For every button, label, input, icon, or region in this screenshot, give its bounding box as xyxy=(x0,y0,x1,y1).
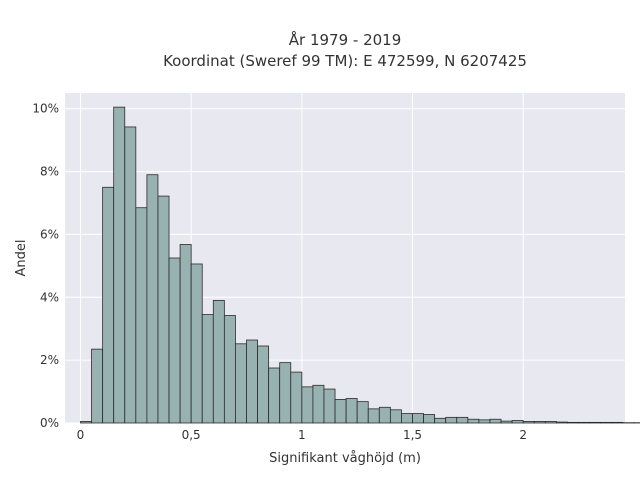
histogram-bar xyxy=(179,244,192,424)
histogram-bar xyxy=(124,126,137,424)
histogram-bar xyxy=(511,420,524,424)
chart-title-line-2: Koordinat (Sweref 99 TM): E 472599, N 62… xyxy=(163,52,527,70)
histogram-bar xyxy=(135,207,148,424)
x-tick-label: 0,5 xyxy=(182,428,201,442)
histogram-bar xyxy=(456,416,469,424)
y-tick-label: 0% xyxy=(40,416,59,430)
histogram-bar xyxy=(389,409,402,424)
histogram-bar xyxy=(279,362,292,424)
x-axis-title: Signifikant våghöjd (m) xyxy=(269,451,421,466)
y-tick-label: 8% xyxy=(40,165,59,179)
histogram-bar xyxy=(91,348,104,424)
histogram-bar xyxy=(489,418,502,424)
histogram-bar xyxy=(190,263,203,424)
y-tick-label: 4% xyxy=(40,290,59,304)
y-tick-label: 6% xyxy=(40,227,59,241)
histogram-bar xyxy=(334,399,347,424)
histogram-bar xyxy=(345,398,358,424)
histogram-bar xyxy=(589,421,602,424)
histogram-bar xyxy=(223,315,236,424)
histogram-bar xyxy=(412,413,424,424)
histogram-bar xyxy=(201,314,214,424)
histogram-bar xyxy=(533,421,546,424)
histogram-bar xyxy=(290,371,303,424)
y-tick-label: 10% xyxy=(32,102,59,116)
histogram-bar xyxy=(611,421,624,424)
histogram-bar xyxy=(445,416,458,424)
x-tick-label: 1,5 xyxy=(403,428,422,442)
histogram-bar xyxy=(500,420,513,424)
histogram-bar xyxy=(168,257,181,424)
histogram-bar xyxy=(312,384,325,424)
histogram-bar xyxy=(356,401,369,424)
histogram-bar xyxy=(600,421,613,424)
histogram-bar xyxy=(235,343,247,424)
histogram-bar xyxy=(146,174,159,424)
histogram-bar xyxy=(467,418,480,424)
chart-title-line-1: År 1979 - 2019 xyxy=(289,30,402,49)
histogram-bar xyxy=(478,419,491,424)
histogram-bars xyxy=(80,106,640,424)
histogram-bar xyxy=(423,414,436,424)
histogram-bar xyxy=(157,195,170,424)
histogram-bar xyxy=(301,386,314,424)
x-tick-label: 1 xyxy=(298,428,306,442)
histogram-bar xyxy=(567,421,579,424)
histogram-bar xyxy=(522,421,535,424)
histogram-bar xyxy=(268,367,281,424)
x-tick-labels: 0 0,5 1 1,5 2 xyxy=(77,428,527,442)
histogram-bar xyxy=(378,406,391,424)
histogram-bar xyxy=(367,408,380,424)
histogram-bar xyxy=(246,339,258,424)
histogram-bar xyxy=(434,417,447,424)
histogram-bar xyxy=(80,421,92,424)
x-tick-label: 0 xyxy=(77,428,85,442)
histogram-bar xyxy=(323,388,336,424)
x-tick-label: 2 xyxy=(519,428,527,442)
histogram-bar xyxy=(544,421,557,424)
histogram-bar xyxy=(113,106,126,424)
y-axis-title: Andel xyxy=(14,240,29,277)
y-tick-labels: 0% 2% 4% 6% 8% 10% xyxy=(32,102,59,430)
histogram-bar xyxy=(555,421,568,424)
histogram-bar xyxy=(212,300,225,424)
y-tick-label: 2% xyxy=(40,353,59,367)
histogram-bar xyxy=(578,421,590,424)
histogram-bar xyxy=(401,413,413,424)
histogram-bar xyxy=(257,345,270,424)
histogram-bar xyxy=(102,186,115,424)
